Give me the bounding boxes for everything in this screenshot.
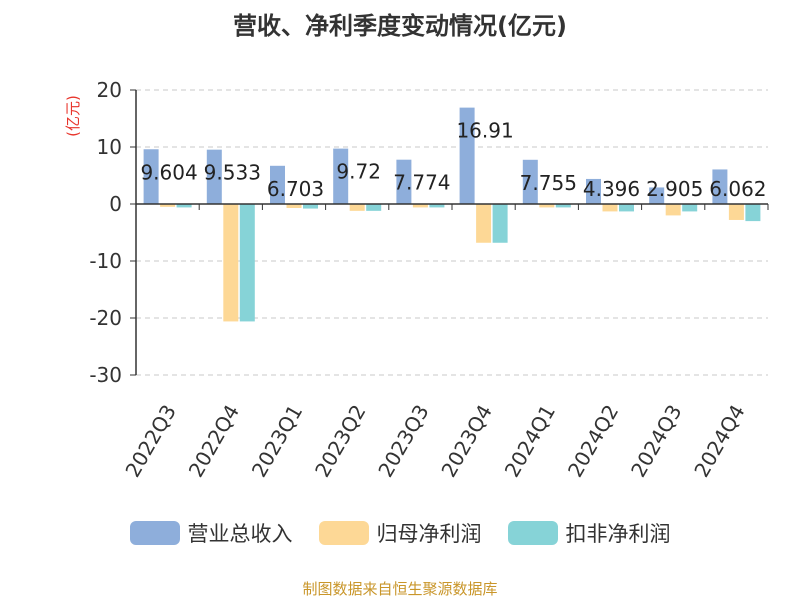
bar-扣非净利润-2022Q3[interactable] <box>176 204 192 208</box>
data-label-revenue: 7.755 <box>520 171 577 195</box>
bar-营业总收入-2023Q4[interactable] <box>459 107 475 204</box>
bar-归母净利润-2023Q2[interactable] <box>349 204 365 211</box>
data-label-revenue: 9.72 <box>336 160 381 184</box>
data-label-revenue: 6.062 <box>709 177 766 201</box>
x-tick-label: 2023Q2 <box>310 401 370 482</box>
y-tick-label: -10 <box>89 249 122 273</box>
x-tick-label: 2024Q3 <box>626 401 686 482</box>
bar-营业总收入-2023Q1[interactable] <box>270 165 285 204</box>
x-tick-label: 2023Q1 <box>247 401 307 482</box>
bar-归母净利润-2022Q4[interactable] <box>223 204 239 322</box>
bar-扣非净利润-2024Q2[interactable] <box>619 204 634 212</box>
legend-label-net-profit: 归母净利润 <box>376 522 482 546</box>
x-tick-label: 2023Q3 <box>373 401 433 482</box>
chart-title: 营收、净利季度变动情况(亿元) <box>233 12 567 40</box>
bar-营业总收入-2022Q4[interactable] <box>206 149 222 204</box>
legend-swatch-revenue <box>129 521 180 545</box>
bar-营业总收入-2022Q3[interactable] <box>143 149 159 204</box>
y-axis-label: (亿元) <box>64 95 82 137</box>
bar-归母净利润-2024Q4[interactable] <box>728 204 744 220</box>
y-tick-label: -20 <box>89 306 122 330</box>
bar-归母净利润-2024Q1[interactable] <box>539 204 555 208</box>
data-label-revenue: 2.905 <box>646 177 703 201</box>
y-tick-label: 20 <box>97 78 122 102</box>
x-tick-label: 2022Q3 <box>120 401 180 482</box>
bar-营业总收入-2024Q3[interactable] <box>649 187 665 204</box>
bar-归母净利润-2022Q3[interactable] <box>160 204 176 207</box>
bar-归母净利润-2023Q4[interactable] <box>476 204 492 243</box>
y-tick-label: 10 <box>97 135 122 159</box>
bar-扣非净利润-2023Q3[interactable] <box>429 204 445 208</box>
source-note: 制图数据来自恒生聚源数据库 <box>302 580 498 598</box>
bar-扣非净利润-2023Q1[interactable] <box>303 204 318 209</box>
x-tick-label: 2024Q2 <box>563 401 623 482</box>
x-tick-label: 2022Q4 <box>184 401 244 482</box>
data-label-revenue: 6.703 <box>267 177 324 201</box>
bar-归母净利润-2024Q2[interactable] <box>602 204 618 212</box>
bar-归母净利润-2023Q1[interactable] <box>286 204 302 208</box>
legend-label-revenue: 营业总收入 <box>187 522 293 546</box>
bar-扣非净利润-2023Q2[interactable] <box>366 204 382 211</box>
data-label-revenue: 7.774 <box>393 171 450 195</box>
y-tick-label: 0 <box>109 192 122 216</box>
bar-营业总收入-2023Q2[interactable] <box>333 148 349 204</box>
legend-swatch-net-profit <box>318 521 369 545</box>
x-tick-label: 2023Q4 <box>436 400 496 481</box>
legend-swatch-deducted-profit <box>507 521 558 545</box>
legend: 营业总收入 归母净利润 扣非净利润 <box>0 518 800 548</box>
bar-扣非净利润-2024Q1[interactable] <box>555 204 571 208</box>
x-tick-label: 2024Q4 <box>689 401 749 482</box>
legend-item-net-profit[interactable]: 归母净利润 <box>318 518 482 548</box>
bar-扣非净利润-2023Q4[interactable] <box>492 204 508 243</box>
bar-归母净利润-2024Q3[interactable] <box>665 204 681 216</box>
bar-扣非净利润-2024Q4[interactable] <box>745 204 761 222</box>
legend-item-revenue[interactable]: 营业总收入 <box>129 518 293 548</box>
bar-营业总收入-2023Q3[interactable] <box>396 159 412 204</box>
data-label-revenue: 16.91 <box>456 119 513 143</box>
y-tick-label: -30 <box>89 363 122 387</box>
legend-label-deducted-profit: 扣非净利润 <box>565 522 671 546</box>
x-tick-label: 2024Q1 <box>500 401 560 482</box>
bar-营业总收入-2024Q1[interactable] <box>522 159 538 204</box>
data-label-revenue: 4.396 <box>583 177 640 201</box>
bar-扣非净利润-2022Q4[interactable] <box>239 204 255 322</box>
bar-营业总收入-2024Q2[interactable] <box>586 178 601 204</box>
bar-营业总收入-2024Q4[interactable] <box>712 169 728 204</box>
data-label-revenue: 9.533 <box>204 161 261 185</box>
data-label-revenue: 9.604 <box>140 160 197 184</box>
bar-归母净利润-2023Q3[interactable] <box>412 204 428 208</box>
bar-扣非净利润-2024Q3[interactable] <box>682 204 698 212</box>
legend-item-deducted-profit[interactable]: 扣非净利润 <box>507 518 671 548</box>
